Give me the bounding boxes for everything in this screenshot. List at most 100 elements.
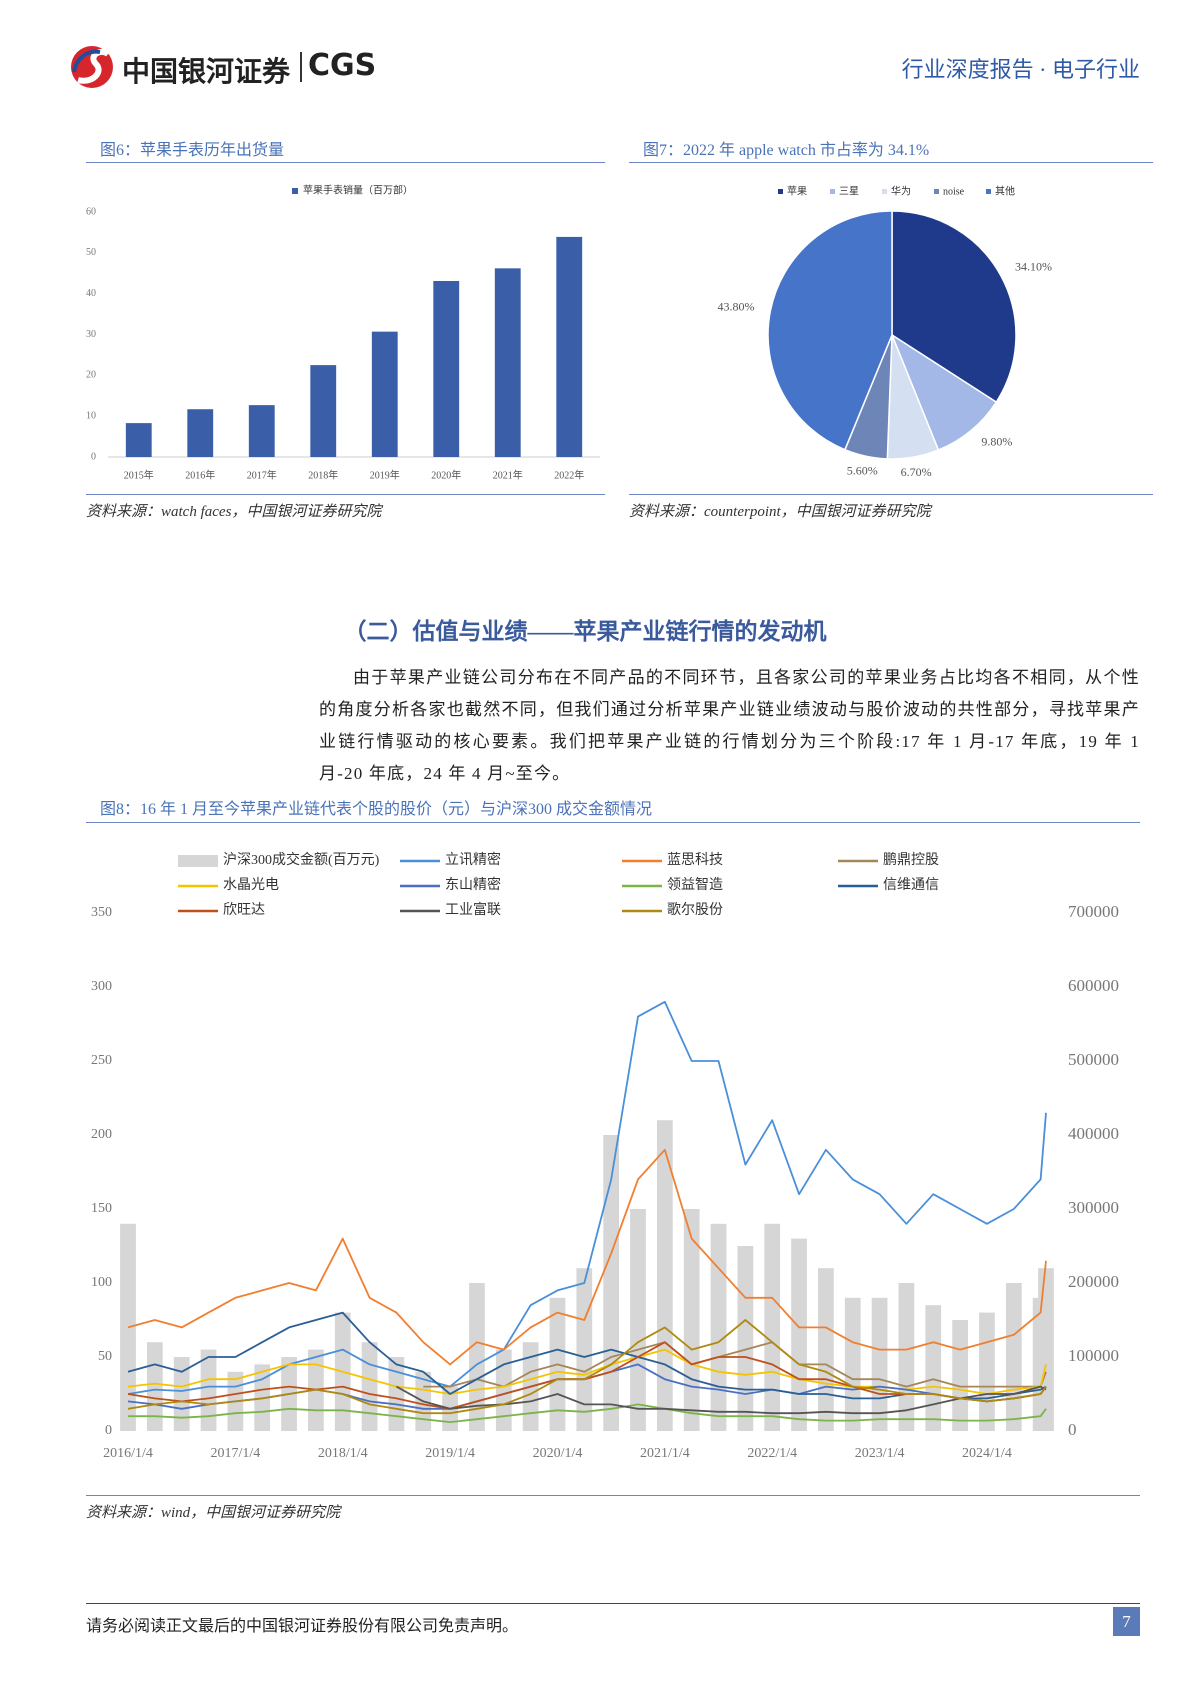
y-tick-label: 0 (105, 1423, 112, 1438)
volume-bar (361, 1342, 378, 1431)
bar (494, 268, 521, 457)
caption-rule (86, 822, 1140, 823)
legend-label: 沪深300成交金额(百万元) (223, 851, 380, 868)
x-tick-label: 2018年 (308, 468, 338, 481)
data-label: 43.80% (718, 300, 755, 314)
figure-source: 资料来源：watch faces，中国银河证券研究院 (86, 504, 382, 520)
data-label: 6.70% (901, 465, 932, 479)
volume-bar (791, 1238, 807, 1431)
y-tick-label: 300 (91, 979, 112, 994)
volume-bar (979, 1312, 995, 1431)
legend-swatch (178, 855, 218, 867)
x-tick-label: 2020/1/4 (533, 1446, 583, 1461)
legend-label: 领益智造 (667, 877, 723, 893)
bar (248, 405, 275, 457)
legend-swatch (292, 188, 298, 194)
volume-bar (200, 1349, 217, 1431)
price-line (127, 1148, 1047, 1366)
bar (187, 409, 214, 457)
volume-bar (146, 1342, 163, 1431)
legend-label: 立讯精密 (445, 851, 501, 868)
y2-tick-label: 400000 (1068, 1124, 1119, 1143)
caption-rule (86, 162, 605, 163)
data-label: 5.60% (847, 464, 878, 478)
bar (371, 331, 398, 457)
x-tick-label: 2022年 (554, 468, 584, 481)
y2-tick-label: 500000 (1068, 1050, 1119, 1069)
bar (125, 423, 152, 457)
y-tick-label: 60 (86, 206, 96, 217)
figure-caption: 图6：苹果手表历年出货量 (100, 142, 285, 159)
x-tick-label: 2017年 (247, 468, 277, 481)
logo-text: 中国银河证券 (122, 55, 291, 88)
x-tick-label: 2015年 (124, 468, 154, 481)
figure-caption: 图7：2022 年 apple watch 市占率为 34.1% (643, 142, 930, 159)
pie-slice (767, 210, 893, 451)
x-tick-label: 2017/1/4 (210, 1446, 260, 1461)
price-line (128, 1403, 1047, 1423)
x-tick-label: 2016/1/4 (103, 1446, 153, 1461)
legend-label: 三星 (839, 185, 859, 197)
y-tick-label: 20 (86, 370, 96, 381)
price-line (127, 1319, 1047, 1415)
y-tick-label: 100 (91, 1275, 112, 1290)
y2-tick-label: 600000 (1068, 976, 1119, 995)
volume-bar (952, 1320, 968, 1431)
data-label: 9.80% (981, 435, 1012, 449)
y-tick-label: 250 (91, 1053, 112, 1068)
volume-bar (737, 1246, 754, 1431)
y2-tick-label: 300000 (1068, 1198, 1119, 1217)
volume-bar (656, 1120, 673, 1431)
legend-swatch (830, 189, 835, 194)
legend-swatch (986, 189, 991, 194)
x-tick-label: 2019年 (370, 468, 400, 481)
x-tick-label: 2019/1/4 (425, 1446, 475, 1461)
figure-caption: 图8：16 年 1 月至今苹果产业链代表个股的股价（元）与沪深300 成交金额情… (100, 801, 653, 818)
legend-label: 欣旺达 (223, 902, 265, 918)
data-label: 34.10% (1015, 260, 1052, 274)
volume-bar (764, 1223, 781, 1431)
figure-rule (86, 1495, 1140, 1496)
volume-bar (1005, 1283, 1022, 1431)
volume-bar (871, 1297, 888, 1431)
figure-source: 资料来源：counterpoint，中国银河证券研究院 (629, 504, 931, 520)
x-tick-label: 2021/1/4 (640, 1446, 690, 1461)
price-line (127, 1348, 1047, 1395)
y-tick-label: 0 (91, 451, 96, 462)
x-tick-label: 2018/1/4 (318, 1446, 368, 1461)
y2-tick-label: 200000 (1068, 1272, 1119, 1291)
figure-source: 资料来源：wind，中国银河证券研究院 (86, 1505, 341, 1521)
x-tick-label: 2024/1/4 (962, 1446, 1012, 1461)
y-tick-label: 50 (98, 1349, 112, 1364)
legend-label: 其他 (995, 184, 1015, 197)
legend-label: 蓝思科技 (667, 852, 723, 868)
volume-bar (603, 1135, 620, 1431)
legend-label: 鹏鼎控股 (883, 852, 939, 868)
figure-rule (629, 494, 1153, 495)
legend-swatch (778, 189, 783, 194)
section-paragraph: 由于苹果产业链公司分布在不同产品的不同环节，且各家公司的苹果业务占比均各不相同，… (319, 668, 1140, 783)
x-tick-label: 2020年 (431, 468, 461, 481)
footer-disclaimer: 请务必阅读正文最后的中国银河证券股份有限公司免责声明。 (86, 1618, 519, 1635)
y-tick-label: 40 (86, 288, 96, 299)
legend-label: 信维通信 (883, 877, 939, 893)
bar (556, 236, 583, 457)
footer-rule (86, 1603, 1140, 1604)
logo-icon (71, 46, 113, 88)
volume-bar (1038, 1268, 1054, 1431)
y-tick-label: 50 (86, 247, 96, 258)
x-tick-label: 2016年 (185, 468, 215, 481)
volume-bar (710, 1223, 727, 1431)
y2-tick-label: 0 (1068, 1420, 1077, 1439)
y-tick-label: 30 (86, 329, 96, 340)
legend-swatch (934, 189, 939, 194)
volume-bar (469, 1283, 485, 1431)
figure-rule (86, 494, 605, 495)
legend-swatch (882, 189, 887, 194)
legend-label: noise (943, 186, 965, 197)
x-tick-label: 2023/1/4 (855, 1446, 905, 1461)
logo-brand: CGS (308, 48, 377, 83)
volume-bar (683, 1209, 700, 1431)
